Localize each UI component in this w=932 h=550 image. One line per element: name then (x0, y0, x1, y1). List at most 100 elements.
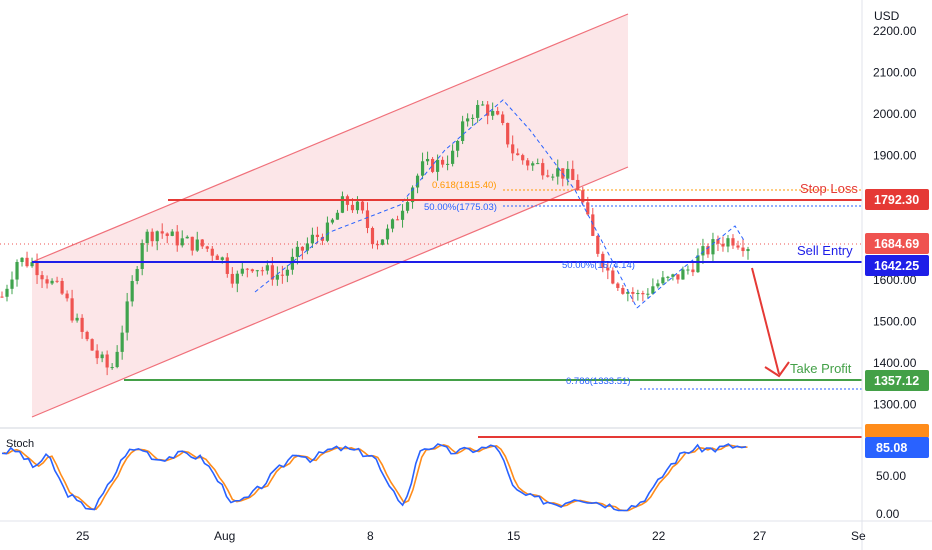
candle-body (556, 168, 560, 177)
candle-body (696, 255, 700, 273)
candle-body (310, 234, 315, 244)
price-axis: 2200.002100.002000.001900.001800.001700.… (873, 24, 917, 412)
candle-body (230, 273, 234, 284)
candle-body (90, 339, 94, 351)
candle-body (295, 246, 299, 257)
candle-body (200, 239, 204, 247)
candle-body (180, 238, 184, 246)
candle-body (260, 270, 264, 272)
channel-lower-line[interactable] (31, 166, 629, 418)
candle-body (506, 122, 510, 145)
candle-body (315, 234, 320, 237)
candle-body (661, 277, 665, 284)
candle-body (666, 276, 670, 278)
candle-body (20, 257, 24, 262)
candle-body (726, 238, 730, 247)
stoch-axis-0: 0.00 (876, 507, 900, 521)
candle-body (280, 274, 284, 276)
candle-body (616, 283, 620, 288)
candle-body (350, 204, 355, 211)
candle-body (596, 235, 600, 254)
candle-body (676, 274, 680, 280)
candle-body (300, 246, 305, 251)
candle-body (551, 176, 555, 178)
candle-body (440, 159, 445, 165)
candle-body (355, 201, 360, 211)
ascending-channel[interactable] (32, 14, 628, 417)
candle-body (576, 179, 580, 191)
candle-body (375, 244, 380, 246)
price-tick-label: 1500.00 (873, 315, 917, 329)
candle-body (716, 239, 720, 244)
candle-body (581, 190, 585, 203)
candle-body (0, 296, 4, 298)
candle-body (15, 261, 19, 280)
stop-loss-tag[interactable] (865, 189, 929, 210)
candle-body (65, 293, 69, 299)
candle-body (30, 262, 34, 267)
candle-body (215, 255, 219, 260)
candle-body (225, 257, 229, 274)
candle-body (501, 114, 505, 123)
candle-body (235, 273, 239, 284)
candle-body (471, 117, 475, 119)
candle-body (70, 298, 74, 321)
candle-body (365, 210, 370, 228)
candle-body (155, 231, 159, 242)
candle-body (335, 212, 340, 220)
price-tick-label: 2000.00 (873, 107, 917, 121)
candle-body (170, 231, 174, 236)
candle-body (205, 246, 209, 249)
price-tick-label: 2200.00 (873, 24, 917, 38)
sell-entry-tag[interactable] (865, 255, 929, 276)
candle-body (546, 175, 550, 177)
stop-loss-label: Stop Loss (800, 181, 858, 196)
candle-body (25, 257, 29, 267)
candle-body (731, 238, 735, 246)
take-profit-tag-text: 1357.12 (874, 374, 919, 388)
candle-body (651, 286, 655, 294)
candle-body (656, 283, 660, 287)
sell-entry-label: Sell Entry (797, 243, 853, 258)
price-tick-label: 1600.00 (873, 273, 917, 287)
candle-body (100, 354, 104, 359)
price-candles (0, 100, 750, 376)
candle-body (591, 214, 595, 236)
channel-upper-line[interactable] (31, 13, 629, 263)
candle-body (681, 269, 685, 280)
candle-body (711, 239, 715, 255)
candle-body (5, 288, 9, 297)
candle-body (85, 331, 89, 340)
time-label-22: 22 (652, 529, 666, 543)
stoch-top-tag[interactable] (865, 424, 929, 438)
candle-body (420, 161, 425, 176)
candle-body (210, 248, 214, 256)
candle-body (636, 293, 640, 295)
candle-body (451, 150, 455, 164)
candle-body (10, 279, 14, 289)
stoch-k-line (1, 443, 747, 512)
candle-body (125, 301, 129, 333)
candle-body (405, 202, 410, 211)
candle-body (110, 367, 114, 369)
candle-body (285, 269, 289, 276)
sell-arrow (751, 267, 780, 375)
candle-body (320, 236, 325, 241)
candle-body (145, 231, 149, 244)
take-profit-tag[interactable] (865, 370, 929, 391)
candle-body (586, 202, 590, 215)
time-label-27: 27 (753, 529, 767, 543)
fib-618-label: 0.618(1815.40) (432, 180, 496, 191)
candle-body (340, 196, 345, 213)
candle-body (701, 246, 705, 256)
stoch-k-tag[interactable] (865, 437, 929, 458)
candle-body (741, 247, 745, 252)
current-price-tag[interactable] (865, 233, 929, 254)
stoch-label: Stoch (6, 438, 34, 450)
time-label-aug: Aug (214, 529, 235, 543)
candle-body (330, 219, 335, 223)
candle-body (75, 317, 79, 321)
candle-body (40, 275, 44, 280)
candle-body (395, 219, 400, 221)
price-tick-label: 1300.00 (873, 398, 917, 412)
